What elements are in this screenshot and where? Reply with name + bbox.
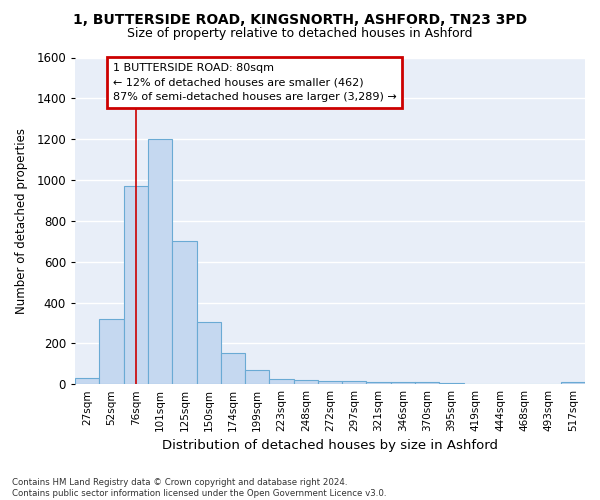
Bar	[415, 382, 439, 384]
Bar	[561, 382, 585, 384]
Text: 1 BUTTERSIDE ROAD: 80sqm
← 12% of detached houses are smaller (462)
87% of semi-: 1 BUTTERSIDE ROAD: 80sqm ← 12% of detach…	[113, 62, 397, 102]
Bar	[439, 383, 464, 384]
X-axis label: Distribution of detached houses by size in Ashford: Distribution of detached houses by size …	[162, 440, 498, 452]
Bar	[318, 381, 342, 384]
Bar	[100, 319, 124, 384]
Text: Size of property relative to detached houses in Ashford: Size of property relative to detached ho…	[127, 28, 473, 40]
Bar	[245, 370, 269, 384]
Bar	[221, 352, 245, 384]
Bar	[342, 381, 367, 384]
Bar	[197, 322, 221, 384]
Bar	[75, 378, 100, 384]
Bar	[269, 379, 293, 384]
Text: Contains HM Land Registry data © Crown copyright and database right 2024.
Contai: Contains HM Land Registry data © Crown c…	[12, 478, 386, 498]
Y-axis label: Number of detached properties: Number of detached properties	[15, 128, 28, 314]
Bar	[124, 186, 148, 384]
Text: 1, BUTTERSIDE ROAD, KINGSNORTH, ASHFORD, TN23 3PD: 1, BUTTERSIDE ROAD, KINGSNORTH, ASHFORD,…	[73, 12, 527, 26]
Bar	[367, 382, 391, 384]
Bar	[391, 382, 415, 384]
Bar	[172, 242, 197, 384]
Bar	[293, 380, 318, 384]
Bar	[148, 139, 172, 384]
